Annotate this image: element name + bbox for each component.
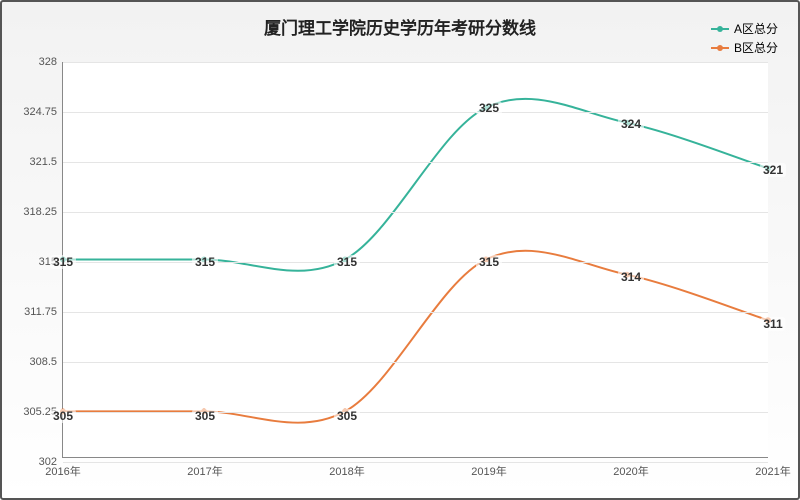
chart-title: 厦门理工学院历史学历年考研分数线 xyxy=(264,14,536,39)
series-line xyxy=(63,99,768,271)
gridline xyxy=(63,112,768,113)
series-line xyxy=(63,251,768,423)
data-label: 305 xyxy=(334,409,360,423)
x-axis-label: 2017年 xyxy=(187,457,222,479)
y-axis-label: 328 xyxy=(39,56,63,68)
y-axis-label: 321.5 xyxy=(29,156,63,168)
gridline xyxy=(63,262,768,263)
data-label: 315 xyxy=(476,255,502,269)
x-axis-label: 2016年 xyxy=(45,457,80,479)
data-label: 305 xyxy=(192,409,218,423)
legend-swatch xyxy=(711,47,729,49)
data-label: 314 xyxy=(618,270,644,284)
gridline xyxy=(63,362,768,363)
gridline xyxy=(63,162,768,163)
data-label: 324 xyxy=(618,117,644,131)
x-axis-label: 2018年 xyxy=(329,457,364,479)
legend-item: B区总分 xyxy=(711,39,778,56)
y-axis-label: 324.75 xyxy=(23,106,63,118)
gridline xyxy=(63,412,768,413)
legend-label: B区总分 xyxy=(734,39,778,56)
data-label: 315 xyxy=(50,255,76,269)
data-label: 315 xyxy=(334,255,360,269)
legend: A区总分 B区总分 xyxy=(711,20,778,58)
x-axis-label: 2020年 xyxy=(613,457,648,479)
chart-container: 厦门理工学院历史学历年考研分数线 A区总分 B区总分 302305.25308.5… xyxy=(0,0,800,500)
gridline xyxy=(63,62,768,63)
gridline xyxy=(63,312,768,313)
legend-item: A区总分 xyxy=(711,20,778,37)
x-axis-label: 2019年 xyxy=(471,457,506,479)
data-label: 311 xyxy=(760,317,785,331)
gridline xyxy=(63,462,768,463)
line-plot-svg xyxy=(63,62,768,457)
y-axis-label: 308.5 xyxy=(29,356,63,368)
gridline xyxy=(63,212,768,213)
data-label: 305 xyxy=(50,409,76,423)
y-axis-label: 311.75 xyxy=(24,306,63,318)
data-label: 315 xyxy=(192,255,218,269)
plot-area: 302305.25308.5311.75315318.25321.5324.75… xyxy=(62,62,768,458)
legend-swatch xyxy=(711,28,729,30)
y-axis-label: 318.25 xyxy=(23,206,63,218)
x-axis-label: 2021年 xyxy=(755,457,790,479)
data-label: 321 xyxy=(760,163,786,177)
data-label: 325 xyxy=(476,101,502,115)
legend-label: A区总分 xyxy=(734,20,778,37)
